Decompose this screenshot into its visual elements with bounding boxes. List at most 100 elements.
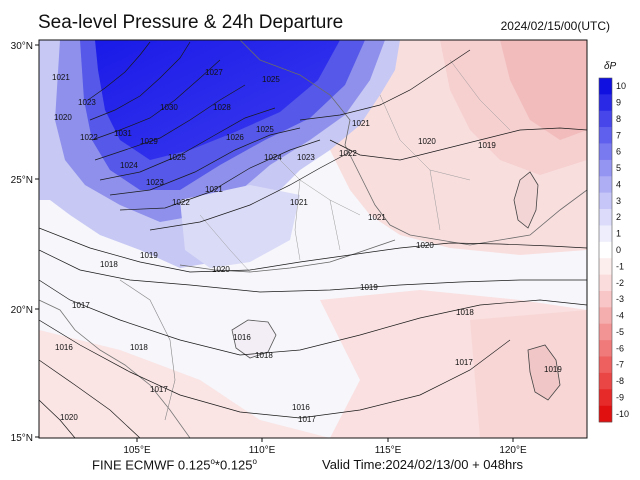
- colorbar-level-label: -5: [616, 327, 624, 337]
- colorbar-swatch: [599, 389, 612, 406]
- hainan-island: [231, 319, 277, 359]
- contour-label: 1020: [418, 137, 436, 146]
- contour-label: 1020: [60, 413, 78, 422]
- isobars: [39, 41, 587, 438]
- contour-label: 1028: [213, 103, 231, 112]
- contour-label: 1020: [54, 113, 72, 122]
- lon-label: 120°E: [499, 445, 527, 456]
- map-field: 1021 1023 1020 1027 1031 1029 1030 1028 …: [39, 40, 587, 438]
- colorbar-level-label: 9: [616, 98, 621, 108]
- contour-label: 1017: [298, 415, 316, 424]
- contour-label: 1025: [256, 125, 274, 134]
- lat-label: 30°N: [11, 41, 33, 52]
- colorbar-level-label: 4: [616, 179, 621, 189]
- lat-label: 20°N: [11, 305, 33, 316]
- contour-label: 1022: [339, 149, 357, 158]
- contour-label: 1023: [146, 178, 164, 187]
- colorbar-level-label: 0: [616, 245, 621, 255]
- colorbar-swatch: [599, 78, 612, 95]
- contour-label: 1025: [168, 153, 186, 162]
- degree-mark: o: [210, 457, 215, 466]
- contour-label: 1021: [368, 213, 386, 222]
- contour-label: 1027: [205, 68, 223, 77]
- contour-label: 1016: [292, 403, 310, 412]
- colorbar-swatch: [599, 274, 612, 292]
- contour-label: 1024: [120, 161, 138, 170]
- contour-label: 1018: [100, 260, 118, 269]
- contour-label: 1021: [352, 119, 370, 128]
- contour-labels: 1021 1023 1020 1027 1031 1029 1030 1028 …: [52, 68, 562, 424]
- colorbar-swatch: [599, 241, 612, 259]
- contour-label: 1023: [78, 98, 96, 107]
- contour-label: 1017: [72, 301, 90, 310]
- colorbar-swatch: [599, 94, 612, 112]
- colorbar-level-label: 10: [616, 81, 626, 91]
- colorbar-level-label: -10: [616, 409, 629, 419]
- contour-label: 1026: [226, 133, 244, 142]
- colorbar-level-label: 2: [616, 212, 621, 222]
- lat-label: 15°N: [11, 433, 33, 444]
- contour-label: 1025: [262, 75, 280, 84]
- luzon-island: [527, 344, 561, 401]
- contour-label: 1022: [80, 133, 98, 142]
- valid-time: Valid Time:2024/02/13/00 + 048hrs: [322, 457, 524, 472]
- lon-label: 105°E: [123, 445, 151, 456]
- colorbar-swatch: [599, 127, 612, 144]
- colorbar-level-label: -7: [616, 360, 624, 370]
- model-name: FINE ECMWF 0.125: [92, 457, 211, 473]
- model-grid-sep: *0.125: [214, 457, 253, 473]
- lat-label: 25°N: [11, 175, 33, 186]
- colorbar-swatch: [599, 209, 612, 226]
- contour-label: 1023: [297, 153, 315, 162]
- colorbar-level-label: 5: [616, 163, 621, 173]
- colorbar-level-label: 6: [616, 147, 621, 157]
- colorbar-level-label: -9: [616, 392, 624, 402]
- colorbar-swatch: [599, 225, 612, 243]
- contour-label: 1018: [255, 351, 273, 360]
- contour-label: 1029: [140, 137, 158, 146]
- colorbar-swatch: [599, 143, 612, 161]
- colorbar-level-label: -6: [616, 343, 624, 353]
- colorbar-swatch: [599, 356, 612, 374]
- lon-label: 115°E: [375, 445, 402, 456]
- colorbar-swatch: [599, 372, 612, 390]
- colorbar-frame: [598, 77, 613, 423]
- contour-label: 1021: [52, 73, 70, 82]
- colorbar-swatch: [599, 159, 612, 177]
- colorbar-swatch: [599, 110, 612, 128]
- colorbar-swatch: [599, 176, 612, 193]
- contour-label: 1020: [212, 265, 230, 274]
- colorbar-level-label: -1: [616, 261, 624, 271]
- colorbar-level-label: -3: [616, 294, 624, 304]
- contour-label: 1020: [416, 241, 434, 250]
- contour-label: 1016: [233, 333, 251, 342]
- contour-label: 1019: [544, 365, 562, 374]
- map-title: Sea-level Pressure & 24h Departure: [38, 12, 344, 33]
- colorbar-swatch: [599, 192, 612, 210]
- degree-mark: o: [252, 457, 257, 466]
- contour-label: 1018: [456, 308, 474, 317]
- timestamp: 2024/02/15/00(UTC): [500, 19, 610, 33]
- contour-label: 1022: [172, 198, 190, 207]
- model-caption: FINE ECMWF 0.125o*0.125o: [92, 457, 257, 472]
- colorbar-level-label: -4: [616, 311, 624, 321]
- contour-label: 1018: [130, 343, 148, 352]
- colorbar-swatch: [599, 340, 612, 357]
- contour-label: 1019: [360, 283, 378, 292]
- contour-label: 1016: [55, 343, 73, 352]
- colorbar-swatch: [599, 323, 612, 341]
- lat-axis: 30°N 25°N 20°N 15°N: [11, 41, 39, 444]
- colorbar-level-label: 1: [616, 229, 621, 239]
- colorbar-swatch: [599, 290, 612, 308]
- colorbar-level-label: -2: [616, 278, 624, 288]
- map-frame: [38, 39, 588, 439]
- lon-axis: 105°E 110°E 115°E 120°E: [123, 438, 527, 456]
- taiwan-island: [513, 171, 539, 229]
- contour-label: 1030: [160, 103, 178, 112]
- colorbar-level-label: 8: [616, 114, 621, 124]
- colorbar-swatch: [599, 307, 612, 325]
- colorbar-swatch: [599, 258, 612, 275]
- colorbar-title: δP: [604, 61, 617, 72]
- contour-label: 1019: [140, 251, 158, 260]
